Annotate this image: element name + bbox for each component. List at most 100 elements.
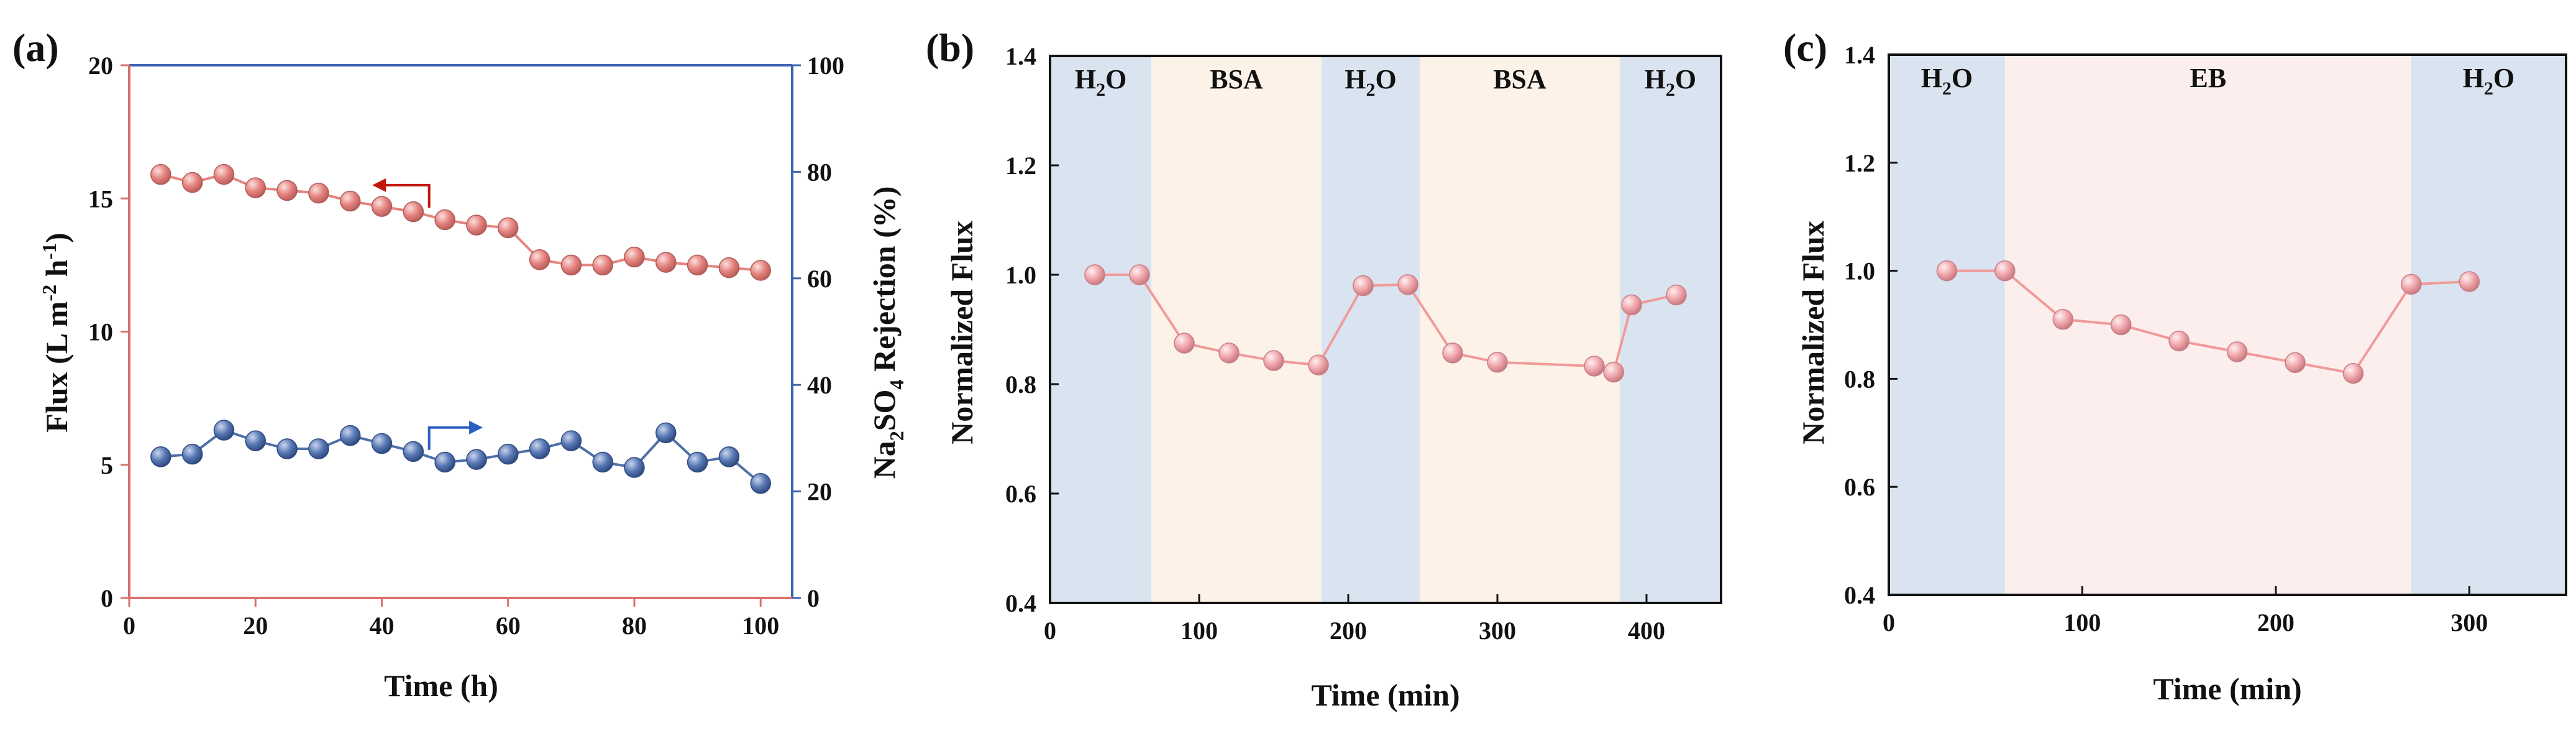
panel-a-point-rejection [655, 422, 677, 444]
panel-c-point [2168, 330, 2190, 352]
panel-a-point-rejection [624, 457, 645, 478]
panel-c-point [2226, 341, 2248, 362]
panel-a-point-flux [403, 201, 424, 223]
panel-c-band-eb [2004, 55, 2411, 595]
panel-a-point-flux [434, 209, 455, 231]
panel-b-point [1603, 361, 1624, 383]
panel-a-point-flux [245, 177, 266, 198]
panel-c-point [2459, 271, 2480, 292]
panel-b-label: (b) [926, 25, 974, 70]
panel-c-marks: H2O EB H2O 0 100 200 300 0.4 0.6 0.8 1.0 1.2 1.4 [1844, 41, 2567, 637]
panel-a-ylabel-left: Flux (L m-2 h-1) [38, 232, 74, 432]
panel-c-point [2401, 274, 2422, 295]
panel-a-point-rejection [371, 433, 393, 454]
panel-a-xtick-label: 0 [123, 612, 135, 640]
panel-a-ytick-left-label: 5 [101, 451, 113, 479]
panel-b-band-h2o [1619, 56, 1721, 603]
panel-b-point [1621, 294, 1642, 316]
panel-a-xtick-label: 100 [742, 612, 779, 640]
panel-a-point-flux [687, 254, 708, 276]
panel-b: H2O BSA H2O BSA H2O 0 100 200 300 400 0.4 0.6 0.8 1.0… [926, 25, 1722, 712]
panel-b-band-label: BSA [1210, 64, 1263, 94]
panel-a-point-rejection [529, 438, 550, 459]
panel-b-point [1129, 264, 1150, 285]
panel-a-ytick-right-label: 80 [807, 158, 832, 186]
panel-c-band-label: EB [2190, 63, 2227, 93]
panel-b-point [1487, 352, 1508, 373]
panel-a-point-rejection [718, 446, 740, 467]
panel-c-xlabel: Time (min) [2153, 671, 2301, 706]
panel-b-ytick-label: 0.6 [1005, 480, 1036, 508]
panel-a-point-rejection [245, 430, 266, 451]
panel-a-point-rejection [466, 449, 487, 470]
panel-a-point-rejection [434, 451, 455, 473]
panel-b-ylabel: Normalized Flux [944, 221, 979, 444]
panel-a-xtick-label: 80 [622, 612, 647, 640]
panel-a-xtick-label: 40 [369, 612, 394, 640]
panel-a-ytick-right-label: 60 [807, 265, 832, 293]
panel-a-point-rejection [687, 451, 708, 473]
panel-a-point-flux [624, 246, 645, 268]
panel-b-ytick-label: 0.8 [1005, 370, 1036, 398]
panel-a-point-rejection [308, 438, 329, 459]
panel-b-ytick-label: 1.4 [1005, 42, 1036, 70]
panel-b-ytick-label: 1.0 [1005, 261, 1036, 289]
panel-a-point-flux [276, 180, 298, 201]
panel-c-ytick-label: 0.4 [1844, 581, 1875, 609]
panel-a-xtick-label: 20 [243, 612, 268, 640]
panel-c-ytick-label: 0.8 [1844, 365, 1875, 393]
panel-a-point-rejection [560, 430, 582, 451]
panel-b-xtick-label: 200 [1330, 617, 1367, 645]
panel-c: H2O EB H2O 0 100 200 300 0.4 0.6 0.8 1.0 1.2 1.4 (c)… [1783, 25, 2567, 706]
panel-b-band-label: H2O [1645, 64, 1696, 100]
panel-a-xlabel: Time (h) [384, 668, 498, 703]
panel-c-band-label: H2O [1921, 63, 1973, 99]
panel-a-point-rejection [276, 438, 298, 459]
panel-a-point-flux [750, 260, 771, 281]
panel-c-frame [1888, 53, 2567, 596]
panel-b-band-h2o [1321, 56, 1420, 603]
panel-a-flux-arrowhead [372, 178, 386, 192]
panel-c-ytick-label: 1.0 [1844, 257, 1875, 285]
panel-a-point-flux [718, 257, 740, 278]
panel-a: 0 20 40 60 80 100 0 5 10 15 20 0 20 40 60 80 100 (a) Tim… [12, 25, 908, 703]
panel-a-point-flux [466, 214, 487, 236]
panel-a-point-flux [497, 217, 519, 239]
panel-a-point-rejection [403, 441, 424, 462]
panel-a-rejection-arrow [427, 426, 473, 450]
panel-b-band-label: BSA [1493, 64, 1546, 94]
panel-c-point [1994, 260, 2016, 282]
panel-c-band-label: H2O [2463, 63, 2514, 99]
panel-b-point [1666, 284, 1687, 306]
panel-b-point [1353, 275, 1374, 297]
panel-b-xtick-label: 100 [1181, 617, 1218, 645]
panel-a-point-flux [655, 252, 677, 273]
panel-a-point-rejection [181, 443, 203, 465]
panel-c-ylabel: Normalized Flux [1796, 221, 1830, 444]
panel-c-ytick-label: 1.4 [1844, 41, 1875, 69]
panel-a-point-rejection [750, 472, 771, 494]
panel-b-point [1263, 350, 1284, 371]
panel-a-point-rejection [592, 451, 613, 473]
panel-b-band-bsa [1420, 56, 1620, 603]
panel-a-point-rejection [339, 425, 361, 446]
panel-b-point [1218, 343, 1240, 364]
panel-c-label: (c) [1783, 25, 1827, 70]
panel-c-xtick-label: 200 [2257, 609, 2295, 637]
panel-a-point-flux [560, 254, 582, 276]
panel-a-ytick-right-label: 20 [807, 478, 832, 506]
panel-c-point [2052, 309, 2074, 330]
panel-a-point-rejection [213, 420, 235, 441]
panel-b-marks: H2O BSA H2O BSA H2O 0 100 200 300 400 0.4 0.6 0.8 1.0… [1005, 42, 1722, 645]
panel-b-ytick-label: 1.2 [1005, 152, 1036, 180]
panel-b-band-h2o [1050, 56, 1152, 603]
panel-b-point [1442, 343, 1463, 364]
panel-c-ytick-label: 1.2 [1844, 149, 1875, 177]
panel-a-ytick-right-label: 0 [807, 584, 820, 612]
panel-c-xtick-label: 100 [2063, 609, 2101, 637]
panel-a-point-flux [181, 172, 203, 193]
panel-a-point-flux [150, 163, 171, 185]
panel-a-flux-arrow [382, 183, 431, 208]
panel-c-point [1936, 260, 1958, 282]
panel-b-point [1174, 333, 1195, 354]
